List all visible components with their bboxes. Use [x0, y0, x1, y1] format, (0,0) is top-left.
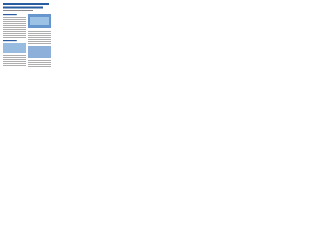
section-heading — [3, 14, 17, 16]
text-line — [3, 23, 26, 24]
text-line — [3, 31, 26, 32]
text-line — [28, 35, 51, 36]
text-line — [28, 31, 51, 32]
text-line — [3, 29, 26, 30]
text-line — [28, 64, 51, 65]
text-line — [3, 55, 26, 56]
section-heading — [3, 40, 17, 42]
author-line — [3, 10, 33, 11]
text-line — [3, 21, 26, 22]
text-line — [3, 25, 26, 26]
text-line — [28, 66, 51, 67]
figure — [3, 43, 26, 53]
text-line — [3, 61, 26, 62]
text-line — [3, 37, 26, 38]
text-line — [3, 17, 26, 18]
text-line — [3, 33, 26, 34]
text-line — [3, 27, 26, 28]
text-line — [3, 35, 26, 36]
text-line — [3, 19, 26, 20]
title-line — [3, 3, 49, 5]
text-line — [28, 33, 51, 34]
text-line — [3, 65, 26, 66]
text-line — [28, 37, 51, 38]
document-page — [0, 0, 54, 70]
figure — [28, 46, 51, 58]
text-line — [28, 43, 51, 44]
body-columns — [3, 14, 51, 67]
page: (() => { const data = JSON.parse(documen… — [0, 0, 54, 70]
text-line — [28, 62, 51, 63]
text-line — [28, 60, 51, 61]
text-line — [3, 57, 26, 58]
title-line — [3, 6, 43, 9]
figure-detail — [30, 17, 49, 25]
text-line — [3, 59, 26, 60]
text-line — [3, 63, 26, 64]
text-line — [28, 39, 51, 40]
text-line — [28, 41, 51, 42]
